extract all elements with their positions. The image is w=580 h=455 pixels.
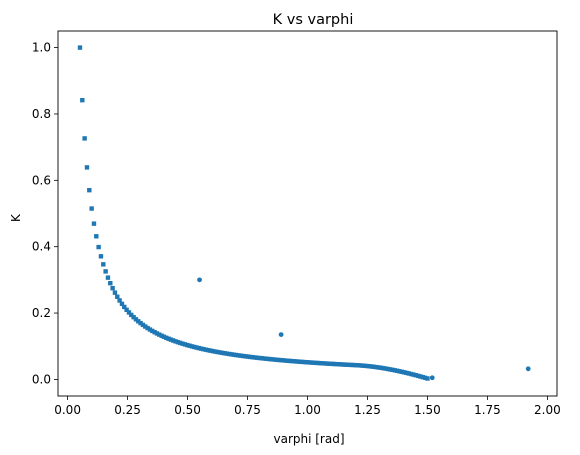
data-point-square (108, 281, 112, 285)
data-point-square (96, 245, 100, 249)
y-axis-label: K (9, 213, 23, 222)
data-point-circle (279, 332, 284, 337)
x-tick-label: 0.00 (54, 403, 81, 417)
x-tick-label: 1.00 (294, 403, 321, 417)
data-point-circle (430, 375, 435, 380)
data-point-square (85, 165, 89, 169)
y-tick-label: 0.6 (32, 173, 51, 187)
x-tick-label: 1.25 (354, 403, 381, 417)
data-point-square (78, 45, 82, 49)
x-tick-label: 0.25 (114, 403, 141, 417)
data-point-square (103, 269, 107, 273)
data-point-square (425, 376, 429, 380)
y-tick-label: 0.4 (32, 240, 51, 254)
y-tick-label: 0.8 (32, 107, 51, 121)
data-point-square (106, 275, 110, 279)
y-tick-label: 1.0 (32, 41, 51, 55)
x-tick-label: 1.50 (414, 403, 441, 417)
x-tick-label: 0.50 (174, 403, 201, 417)
data-point-circle (526, 366, 531, 371)
x-axis-label: varphi [rad] (273, 432, 344, 446)
x-tick-label: 2.00 (534, 403, 561, 417)
data-point-square (94, 234, 98, 238)
data-point-circle (197, 277, 202, 282)
data-point-square (101, 262, 105, 266)
chart-title: K vs varphi (273, 12, 354, 28)
y-tick-label: 0.2 (32, 306, 51, 320)
data-point-square (80, 98, 84, 102)
x-tick-label: 0.75 (234, 403, 261, 417)
data-point-square (113, 290, 117, 294)
data-point-square (110, 286, 114, 290)
data-point-square (87, 188, 91, 192)
y-tick-label: 0.0 (32, 372, 51, 386)
data-point-square (92, 221, 96, 225)
data-point-square (82, 136, 86, 140)
data-point-square (89, 206, 93, 210)
data-point-square (99, 254, 103, 258)
x-tick-label: 1.75 (474, 403, 501, 417)
